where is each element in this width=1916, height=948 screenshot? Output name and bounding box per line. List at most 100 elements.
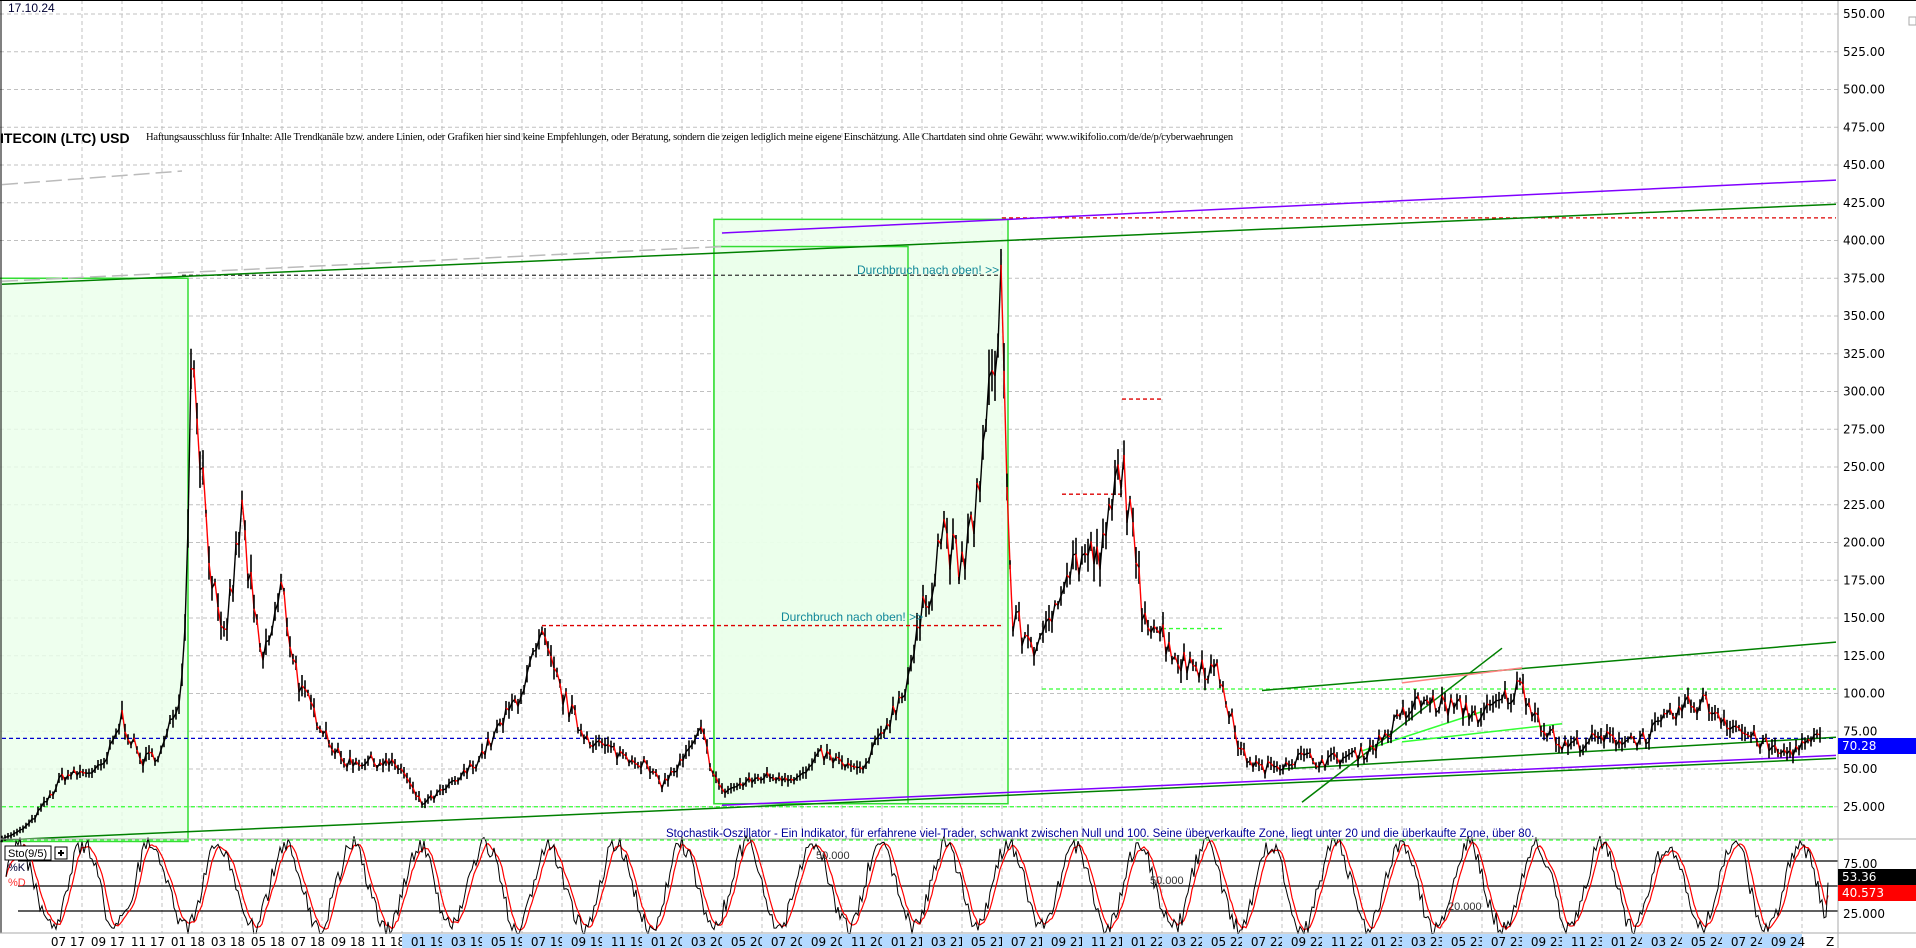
- breakout-label-1: Durchbruch nach oben! >>: [857, 263, 999, 277]
- date-tick-label: 09 22: [1291, 935, 1325, 948]
- date-highlight: [1762, 934, 1802, 948]
- price-tick-label: 350.00: [1843, 309, 1885, 323]
- plus-icon[interactable]: [54, 846, 68, 860]
- date-tick-label: Z: [1826, 935, 1834, 948]
- price-segment: [1009, 564, 1014, 632]
- trendline: [1, 203, 1837, 286]
- price-tick-label: 125.00: [1843, 649, 1885, 663]
- price-segment: [187, 368, 192, 529]
- stoch-d-line: [5, 839, 1829, 932]
- price-segment: [1051, 603, 1056, 622]
- trendline: [1401, 667, 1523, 684]
- date-tick-label: 09 20: [811, 935, 845, 948]
- trendlines: [1, 170, 1837, 841]
- date-highlight: [1002, 934, 1042, 948]
- breakout-label-2: Durchbruch nach oben! >>: [781, 610, 923, 624]
- range-box: [713, 245, 909, 805]
- date-highlight: [562, 934, 602, 948]
- date-highlight: [1602, 934, 1642, 948]
- date-tick-label: 05 24: [1691, 935, 1725, 948]
- date-highlight: [1402, 934, 1442, 948]
- date-tick-label: 07 20: [771, 935, 805, 948]
- range-box: [0, 277, 189, 843]
- date-tick-label: 09 19: [571, 935, 605, 948]
- price-series: [1, 248, 1821, 843]
- date-highlight: [1322, 934, 1362, 948]
- date-tick-label: 11 23: [1571, 935, 1605, 948]
- date-tick-label: 01 21: [891, 935, 925, 948]
- chart-title: ITECOIN (LTC) USD: [0, 130, 130, 146]
- date-tick-label: 03 18: [211, 935, 245, 948]
- date-tick-label: 03 22: [1171, 935, 1205, 948]
- price-segment: [973, 482, 978, 534]
- date-tick-label: 03 20: [691, 935, 725, 948]
- osc-label-20: 20.000: [1448, 901, 1482, 913]
- date-tick-label: 07 17: [51, 935, 85, 948]
- price-segment: [934, 540, 939, 581]
- date-tick-label: 03 23: [1411, 935, 1445, 948]
- price-tick-label: 425.00: [1843, 196, 1885, 210]
- date-tick-label: 01 20: [651, 935, 685, 948]
- price-tick-label: 375.00: [1843, 271, 1885, 285]
- date-tick-label: 05 18: [251, 935, 285, 948]
- date-tick-label: 11 20: [851, 935, 885, 948]
- price-tick-label: 300.00: [1843, 385, 1885, 399]
- stoch-k-line: [5, 834, 1829, 937]
- date-highlight: [1562, 934, 1602, 948]
- price-segment: [1390, 717, 1395, 737]
- price-tick-label: 550.00: [1843, 7, 1885, 21]
- date-highlight: [802, 934, 842, 948]
- date-tick-label: 07 18: [291, 935, 325, 948]
- trendline: [1, 245, 723, 283]
- k-label: %K: [8, 862, 26, 874]
- price-segment: [955, 539, 960, 581]
- price-tick-label: 475.00: [1843, 120, 1885, 134]
- price-tick-label: 50.00: [1843, 762, 1877, 776]
- date-tick-label: 07 24: [1731, 935, 1765, 948]
- collapse-icon[interactable]: [1908, 16, 1916, 26]
- date-tick-label: 03 19: [451, 935, 485, 948]
- date-highlight: [682, 934, 722, 948]
- chart-date: 17.10.24: [8, 1, 55, 15]
- date-highlight: [762, 934, 802, 948]
- date-highlight: [722, 934, 762, 948]
- price-segment: [1126, 498, 1131, 523]
- date-tick-label: 07 21: [1011, 935, 1045, 948]
- date-tick-label: 05 22: [1211, 935, 1245, 948]
- trendline: [1401, 722, 1563, 743]
- date-tick-label: 07 23: [1491, 935, 1525, 948]
- date-tick-label: 11 17: [131, 935, 165, 948]
- date-highlight: [882, 934, 922, 948]
- date-highlight: [1162, 934, 1202, 948]
- date-highlight: [1082, 934, 1122, 948]
- date-highlight: [922, 934, 962, 948]
- osc-label-50b: 50.000: [1150, 875, 1184, 887]
- trendline: [1281, 736, 1837, 770]
- date-tick-label: 07 19: [531, 935, 565, 948]
- price-segment: [202, 467, 207, 514]
- date-highlight: [402, 934, 442, 948]
- stochastic-description: Stochastik-Oszillator - Ein Indikator, f…: [666, 828, 1534, 840]
- price-tick-label: 100.00: [1843, 687, 1885, 701]
- date-tick-label: 03 24: [1651, 935, 1685, 948]
- price-tick-label: 225.00: [1843, 498, 1885, 512]
- date-tick-label: 05 20: [731, 935, 765, 948]
- price-tick-label: 525.00: [1843, 45, 1885, 59]
- range-boxes: [0, 218, 1009, 843]
- date-highlight: [1122, 934, 1162, 948]
- date-highlight: [1042, 934, 1082, 948]
- osc-label-50a: 50.000: [816, 850, 850, 862]
- price-tick-label: 325.00: [1843, 347, 1885, 361]
- date-tick-label: 03 21: [931, 935, 965, 948]
- date-highlight: [1242, 934, 1282, 948]
- price-tick-label: 175.00: [1843, 573, 1885, 587]
- price-segment: [1006, 486, 1011, 565]
- date-highlight: [1482, 934, 1522, 948]
- price-segment: [244, 530, 249, 581]
- date-tick-label: 07 22: [1251, 935, 1285, 948]
- osc-tick-label: 75.00: [1843, 857, 1877, 871]
- date-tick-label: 09 21: [1051, 935, 1085, 948]
- sto-label-box[interactable]: [4, 845, 52, 861]
- price-tick-label: 400.00: [1843, 234, 1885, 248]
